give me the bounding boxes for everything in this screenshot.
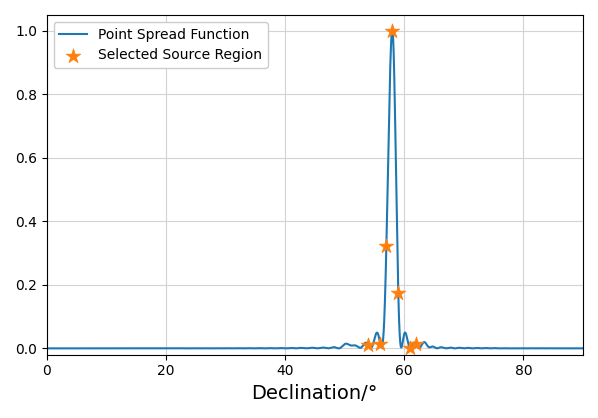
X-axis label: Declination/°: Declination/° [252, 384, 378, 403]
Point Spread Function [579, 346, 587, 351]
Selected Source Region [411, 341, 421, 348]
Point Spread Function [187, 346, 194, 351]
Point Spread Function [570, 346, 578, 351]
Selected Source Region [393, 290, 403, 296]
Selected Source Region [382, 243, 391, 250]
Point Spread Function [43, 346, 50, 351]
Point Spread Function [89, 346, 96, 351]
Point Spread Function [379, 342, 386, 347]
Point Spread Function [466, 346, 474, 351]
Selected Source Region [388, 28, 397, 34]
Point Spread Function [389, 28, 396, 33]
Legend: Point Spread Function, Selected Source Region: Point Spread Function, Selected Source R… [54, 22, 268, 68]
Point Spread Function [371, 335, 379, 340]
Line: Point Spread Function: Point Spread Function [47, 31, 583, 348]
Selected Source Region [364, 342, 373, 349]
Selected Source Region [405, 344, 415, 351]
Point Spread Function [74, 346, 81, 351]
Selected Source Region [376, 341, 385, 348]
